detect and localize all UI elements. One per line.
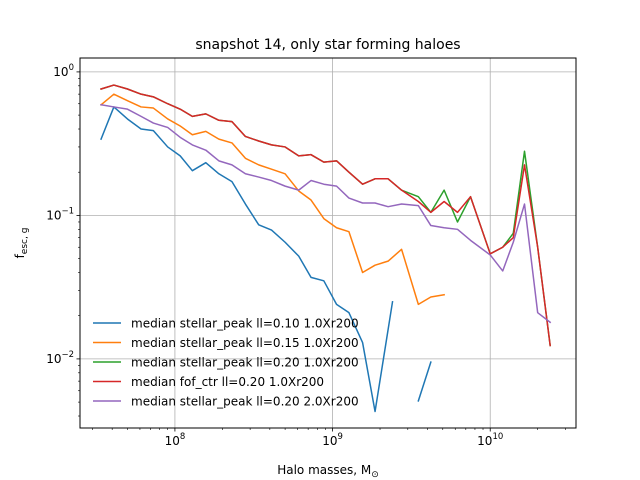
legend-label: median stellar_peak ll=0.20 2.0Xr200 (131, 395, 359, 409)
x-tick-label-base: 10 (165, 434, 180, 448)
y-axis-title-text: f (13, 253, 27, 258)
series-line-1 (417, 361, 432, 402)
y-tick-label-base: 10 (53, 65, 68, 79)
x-tick-label: 109 (322, 432, 343, 448)
y-tick-label: 10−2 (46, 350, 74, 366)
axis-ticks (76, 71, 566, 432)
x-tick-label-base: 10 (477, 434, 492, 448)
series-line-5 (100, 103, 552, 324)
legend: median stellar_peak ll=0.10 1.0Xr200 medi… (93, 317, 359, 409)
series-lines (99, 84, 552, 413)
grid-lines (80, 58, 576, 428)
axes-frame (79, 57, 577, 429)
x-tick-label-base: 10 (322, 434, 337, 448)
y-tick-label: 100 (53, 63, 74, 79)
y-tick-label-base: 10 (46, 208, 61, 222)
x-tick-label-exponent: 8 (180, 432, 185, 442)
legend-label: median fof_ctr ll=0.20 1.0Xr200 (131, 375, 324, 389)
y-tick-label-base: 10 (46, 352, 61, 366)
series-line-4 (100, 84, 552, 347)
y-tick-label-exponent: −2 (61, 350, 74, 360)
chart-title: snapshot 14, only star forming haloes (195, 37, 460, 53)
x-axis-title: Halo masses, M⊙ (277, 463, 379, 480)
y-axis-title-subscript: esc, g (20, 228, 30, 255)
y-tick-label-exponent: 0 (69, 63, 74, 73)
legend-label: median stellar_peak ll=0.15 1.0Xr200 (131, 336, 359, 350)
x-axis-title-subscript: ⊙ (371, 470, 379, 480)
legend-label: median stellar_peak ll=0.20 1.0Xr200 (131, 356, 359, 370)
y-axis-title: fesc, g (13, 228, 30, 259)
series-line-1 (100, 106, 394, 413)
series-line-2 (99, 93, 445, 306)
x-tick-label: 108 (165, 432, 186, 448)
x-axis-title-text: Halo masses, M (277, 463, 371, 477)
legend-label: median stellar_peak ll=0.10 1.0Xr200 (131, 317, 359, 331)
x-tick-label: 1010 (477, 432, 503, 448)
x-tick-label-exponent: 9 (338, 432, 343, 442)
y-tick-label-exponent: −1 (61, 206, 74, 216)
y-tick-label: 10−1 (46, 206, 74, 222)
x-tick-label-exponent: 10 (492, 432, 503, 442)
